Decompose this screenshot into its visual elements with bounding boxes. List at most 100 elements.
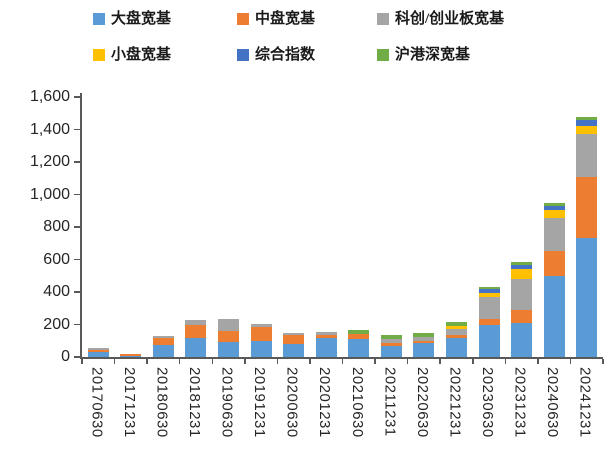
bar-segment: [511, 264, 533, 269]
bar-column: [152, 97, 174, 357]
bar-segment: [511, 310, 533, 323]
bar-segment: [348, 330, 370, 335]
bar-segment: [445, 337, 467, 357]
bar-segment: [283, 335, 305, 345]
legend-label: 小盘宽基: [111, 47, 172, 63]
x-axis-tick-label: 20241231: [576, 367, 594, 438]
x-axis-tick-label: 20201231: [316, 367, 334, 438]
legend-item: 综合指数: [237, 47, 315, 63]
legend-item: 中盘宽基: [237, 11, 315, 27]
bar-segment: [380, 343, 402, 346]
legend-label: 大盘宽基: [111, 11, 172, 27]
x-axis-tick-label: 20221231: [446, 367, 464, 438]
bar-segment: [511, 268, 533, 279]
bar-segment: [543, 210, 565, 219]
y-axis-tick-label: 600: [43, 250, 70, 268]
bar-segment: [348, 334, 370, 339]
bar-segment: [283, 332, 305, 336]
bar-segment: [120, 355, 142, 357]
bar-segment: [511, 261, 533, 265]
bar-column: [445, 97, 467, 357]
bar-column: [250, 97, 272, 357]
x-axis-tick-label: 20220630: [413, 367, 431, 438]
x-axis-tick-label: 20230630: [479, 367, 497, 438]
x-axis-tick: [81, 359, 83, 364]
bar-segment: [413, 333, 435, 337]
x-axis-tick: [113, 359, 116, 364]
bar-segment: [315, 331, 337, 335]
x-axis-tick: [341, 359, 344, 364]
bar-segment: [445, 325, 467, 329]
y-axis-tick-label: 0: [61, 348, 70, 365]
bar-segment: [478, 318, 500, 325]
legend-swatch-icon: [377, 13, 389, 25]
x-axis-tick: [244, 359, 246, 364]
bar-segment: [543, 218, 565, 251]
x-axis-tick: [374, 359, 376, 364]
x-axis-tick: [309, 359, 311, 364]
x-axis-line: [80, 357, 603, 359]
y-axis-tick: [74, 226, 80, 228]
x-axis-tick-label: 20200630: [283, 367, 301, 438]
y-axis-tick: [74, 128, 80, 131]
bar-segment: [543, 275, 565, 357]
y-axis-tick-label: 400: [43, 283, 70, 300]
bar-column: [87, 97, 109, 357]
bar-column: [478, 97, 500, 357]
y-axis-tick: [74, 96, 80, 98]
bar-column: [576, 97, 598, 357]
bar-segment: [250, 340, 272, 357]
x-axis-tick: [504, 359, 507, 364]
bar-segment: [380, 345, 402, 357]
legend-label: 综合指数: [255, 47, 316, 63]
y-axis-tick-label: 800: [43, 218, 70, 235]
legend-item: 小盘宽基: [93, 47, 171, 63]
y-axis-tick-label: 1,600: [29, 88, 70, 105]
bar-column: [315, 97, 337, 357]
x-axis-tick-label: 20211231: [381, 367, 399, 437]
x-axis-tick: [537, 359, 539, 364]
bar-segment: [576, 117, 598, 121]
legend-label: 科创/创业板宽基: [395, 11, 505, 27]
legend-swatch-icon: [93, 13, 105, 25]
bar-segment: [315, 337, 337, 357]
x-axis-tick: [602, 359, 604, 364]
bar-segment: [87, 352, 109, 357]
bar-segment: [576, 133, 598, 178]
y-axis-tick-label: 200: [43, 315, 70, 333]
bar-segment: [152, 345, 174, 357]
x-axis-tick: [439, 359, 441, 364]
bar-segment: [152, 338, 174, 346]
x-axis-tick: [276, 359, 279, 364]
bar-column: [120, 97, 142, 357]
bar-segment: [413, 341, 435, 344]
legend-item: 沪港深宽基: [377, 47, 470, 63]
bar-segment: [445, 334, 467, 338]
bar-column: [185, 97, 207, 357]
bar-segment: [218, 331, 240, 343]
bar-segment: [543, 205, 565, 211]
bar-segment: [478, 286, 500, 290]
bar-segment: [413, 336, 435, 342]
bar-segment: [348, 338, 370, 357]
bar-segment: [185, 320, 207, 325]
bar-segment: [478, 324, 500, 357]
x-axis-tick-label: 20210630: [348, 367, 366, 438]
y-axis-tick-label: 1,400: [29, 120, 70, 138]
bar-segment: [250, 327, 272, 341]
x-axis-tick-label: 20231231: [511, 367, 529, 438]
legend-swatch-icon: [237, 13, 249, 25]
y-axis-tick: [74, 323, 80, 326]
bar-segment: [218, 319, 240, 331]
bar-column: [283, 97, 305, 357]
y-axis-line: [80, 93, 82, 359]
legend-swatch-icon: [93, 49, 105, 61]
bar-segment: [87, 350, 109, 353]
bar-segment: [511, 322, 533, 357]
y-axis-tick-label: 1,200: [29, 153, 70, 170]
legend-item: 大盘宽基: [93, 11, 171, 27]
bar-segment: [413, 343, 435, 357]
bar-segment: [576, 120, 598, 126]
y-axis-tick: [74, 291, 80, 293]
y-axis-tick-label: 1,000: [29, 185, 70, 203]
